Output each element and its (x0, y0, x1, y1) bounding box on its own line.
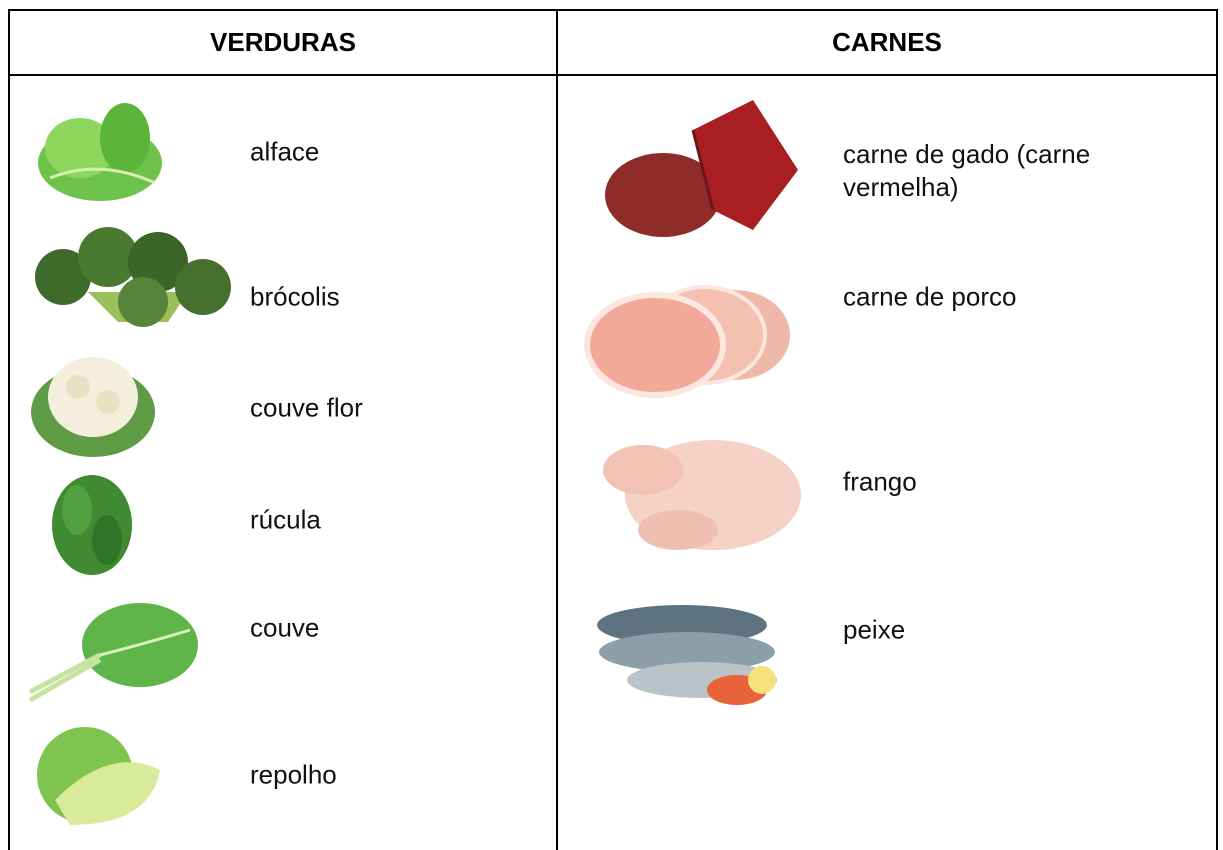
pork-image (584, 285, 790, 398)
item-label: brócolis (250, 281, 340, 312)
arugula-image (52, 475, 132, 575)
item-label: carne de porco (843, 281, 1017, 312)
cabbage-image (37, 727, 160, 825)
item-label: couve flor (250, 392, 363, 423)
item-label: repolho (250, 759, 337, 790)
cauliflower-image (31, 357, 155, 457)
item-label: couve (250, 612, 320, 643)
table-border (1216, 9, 1218, 850)
column-header: VERDURAS (210, 27, 356, 57)
column-divider (556, 9, 558, 850)
beef-image (605, 100, 798, 237)
chicken-image (603, 440, 801, 550)
fish-image (597, 605, 777, 705)
lettuce-image (38, 103, 162, 201)
item-label: alface (250, 136, 320, 167)
table-border (8, 9, 10, 850)
table-border (9, 9, 1218, 11)
item-label: frango (843, 466, 917, 497)
header-divider (9, 74, 1218, 76)
broccoli-image (35, 227, 231, 327)
item-label: peixe (843, 614, 906, 645)
column-header: CARNES (832, 27, 942, 57)
item-label: rúcula (250, 504, 321, 535)
item-label: carne de gado (carne vermelha) (843, 139, 1091, 202)
kale-image (28, 603, 198, 703)
